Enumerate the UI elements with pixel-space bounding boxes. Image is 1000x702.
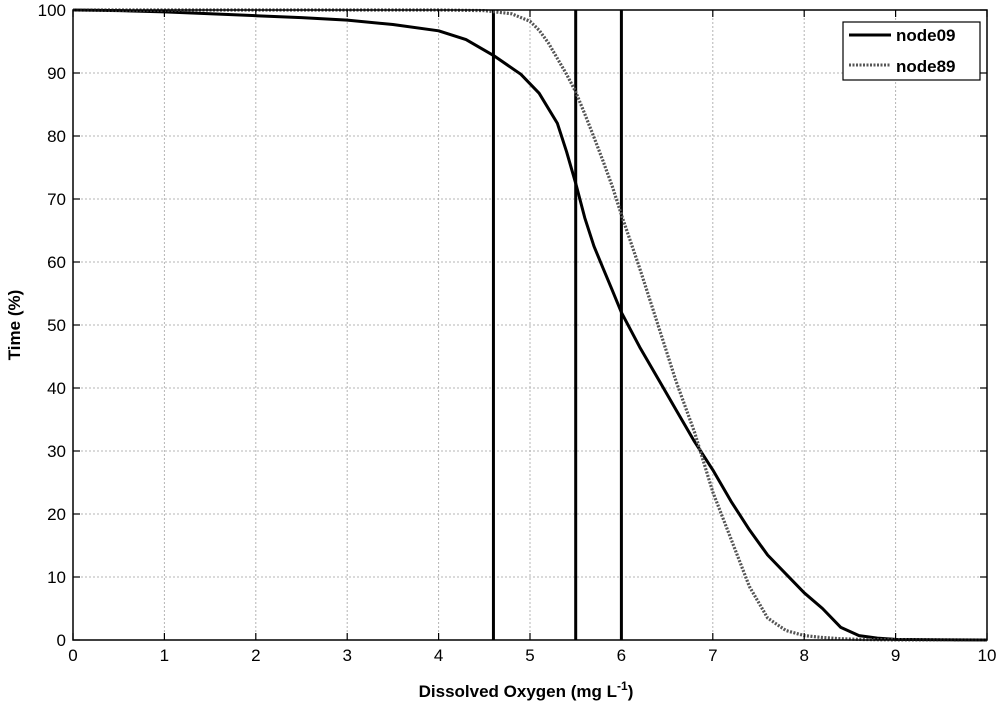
- series-line-node89: [73, 8, 988, 642]
- x-tick-label: 0: [68, 646, 77, 665]
- x-tick-label: 1: [160, 646, 169, 665]
- legend-box: [842, 21, 981, 81]
- x-tick-label: 8: [799, 646, 808, 665]
- x-tick-label: 9: [891, 646, 900, 665]
- x-tick-label: 3: [342, 646, 351, 665]
- y-tick-label: 70: [47, 190, 66, 209]
- x-axis-title: Dissolved Oxygen (mg L-1): [419, 679, 634, 701]
- y-tick-label: 10: [47, 568, 66, 587]
- y-tick-label: 20: [47, 505, 66, 524]
- y-axis-title: Time (%): [5, 290, 24, 361]
- y-tick-label: 30: [47, 442, 66, 461]
- x-tick-label: 2: [251, 646, 260, 665]
- grid: [73, 10, 987, 640]
- x-tick-label: 4: [434, 646, 443, 665]
- x-tick-label: 7: [708, 646, 717, 665]
- y-tick-label: 50: [47, 316, 66, 335]
- x-tick-label: 6: [617, 646, 626, 665]
- y-tick-label: 100: [38, 1, 66, 20]
- legend-label-node89: node89: [896, 57, 956, 76]
- legend: node09 node89: [842, 21, 981, 81]
- y-tick-label: 80: [47, 127, 66, 146]
- threshold-lines: [491, 10, 623, 640]
- y-tick-label: 0: [57, 631, 66, 650]
- series-lines: [72, 8, 988, 642]
- x-tick-label: 5: [525, 646, 534, 665]
- series-line-node09: [72, 8, 988, 642]
- y-tick-label: 60: [47, 253, 66, 272]
- y-tick-label: 40: [47, 379, 66, 398]
- y-tick-label: 90: [47, 64, 66, 83]
- x-tick-label: 10: [978, 646, 997, 665]
- legend-label-node09: node09: [896, 26, 956, 45]
